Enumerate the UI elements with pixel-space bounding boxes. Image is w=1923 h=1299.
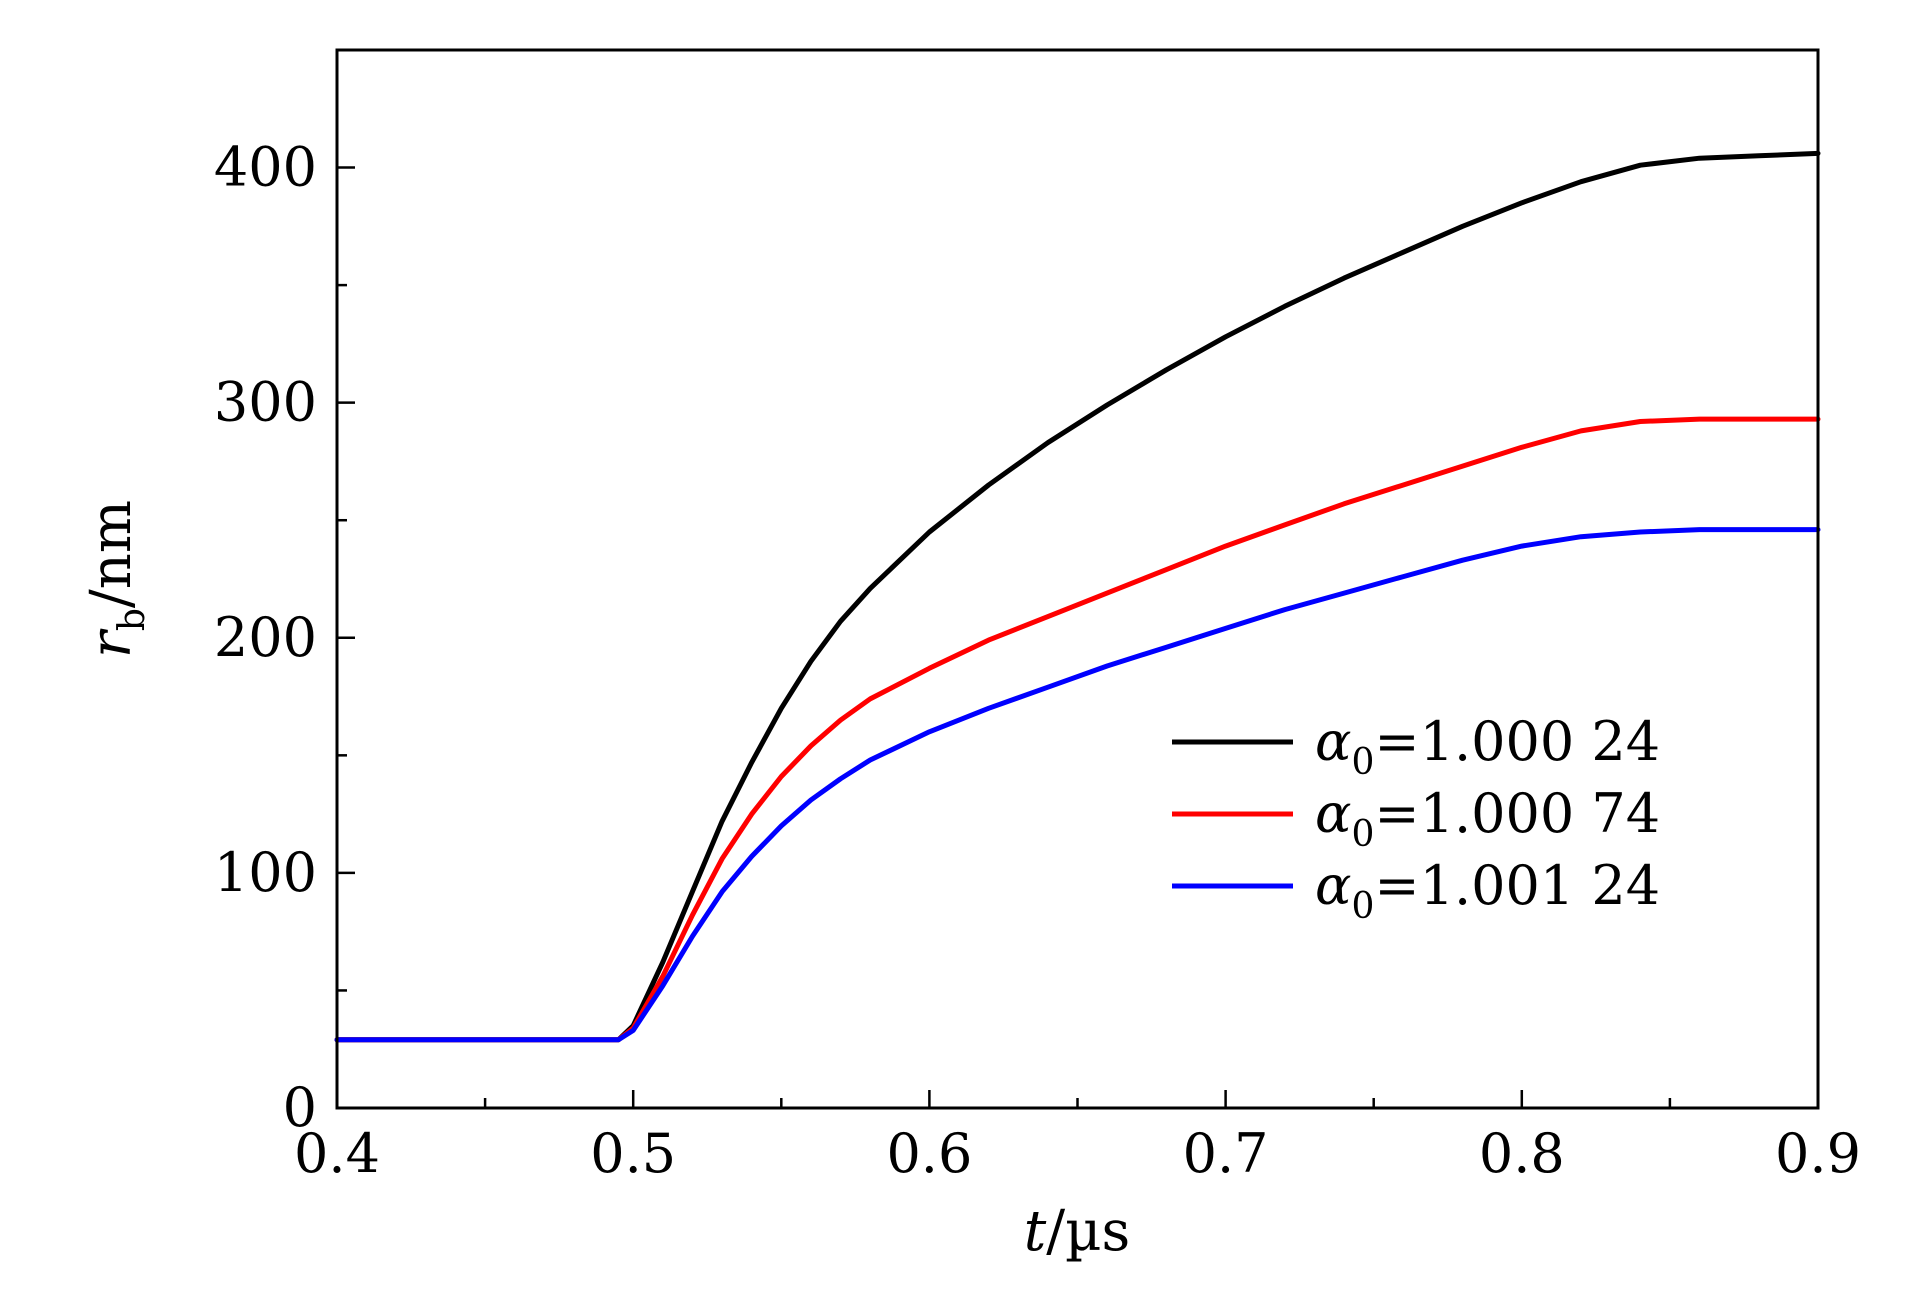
y-tick-label: 0 <box>283 1076 317 1139</box>
y-axis-subscript: b <box>112 608 153 631</box>
series-line <box>334 527 1821 1043</box>
x-tick-label: 0.4 <box>294 1122 380 1185</box>
x-tick-label: 0.7 <box>1183 1122 1269 1185</box>
legend-subscript: 0 <box>1351 886 1374 927</box>
series-line <box>334 150 1821 1043</box>
y-axis-title: rb/nm <box>79 500 153 658</box>
legend-item: α0=1.001 24 <box>1172 854 1660 927</box>
x-tick-label: 0.9 <box>1775 1122 1861 1185</box>
plot-frame <box>335 48 1820 1110</box>
y-tick-label: 200 <box>214 606 317 669</box>
y-axis-unit: /nm <box>79 500 144 608</box>
y-tick-label: 100 <box>214 841 317 904</box>
series-line <box>334 416 1821 1043</box>
legend-label: α0=1.000 24 <box>1315 710 1660 783</box>
y-axis-variable: r <box>79 628 144 658</box>
legend-symbol: α <box>1315 782 1351 845</box>
legend-value: =1.000 74 <box>1374 782 1660 845</box>
x-tick-label: 0.6 <box>886 1122 972 1185</box>
legend-symbol: α <box>1315 854 1351 917</box>
series-layer <box>334 150 1821 1043</box>
legend-value: =1.000 24 <box>1374 710 1660 773</box>
y-tick-label: 300 <box>214 371 317 434</box>
y-tick-label: 400 <box>214 136 317 199</box>
legend-subscript: 0 <box>1351 814 1374 855</box>
tick-labels: 0.4 0.5 0.6 0.7 0.8 0.9 0 100 200 300 400 <box>214 136 1861 1185</box>
legend-item: α0=1.000 24 <box>1172 710 1660 783</box>
legend-subscript: 0 <box>1351 742 1374 783</box>
legend-item: α0=1.000 74 <box>1172 782 1660 855</box>
x-tick-label: 0.5 <box>590 1122 676 1185</box>
x-tick-label: 0.8 <box>1479 1122 1565 1185</box>
legend-label: α0=1.000 74 <box>1315 782 1660 855</box>
axis-ticks <box>335 48 1820 1110</box>
legend-symbol: α <box>1315 710 1351 773</box>
x-axis-unit: /µs <box>1046 1199 1130 1264</box>
legend-value: =1.001 24 <box>1374 854 1660 917</box>
legend-label: α0=1.001 24 <box>1315 854 1660 927</box>
x-axis-title: t/µs <box>1024 1199 1131 1264</box>
x-axis-variable: t <box>1024 1199 1047 1264</box>
